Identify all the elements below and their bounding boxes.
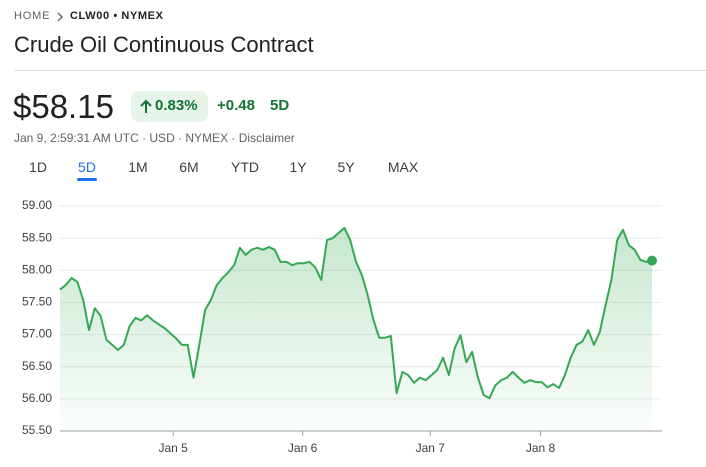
price: $58.15 (13, 88, 114, 125)
page-title: Crude Oil Continuous Contract (14, 32, 314, 57)
y-tick-label: 57.00 (22, 327, 52, 341)
breadcrumb-chevron (57, 12, 63, 22)
price-line (59, 226, 653, 400)
range-tab[interactable]: MAX (387, 159, 419, 175)
chart: 55.50 56.00 56.50 57.00 57.50 58.00 58.50 59.00… (22, 198, 662, 455)
last-point-dot (647, 255, 657, 266)
change-period: 5D (270, 97, 290, 114)
up-arrow-icon (140, 99, 152, 113)
range-tab[interactable]: 1D (29, 159, 47, 175)
y-tick-label: 58.50 (22, 230, 52, 244)
y-tick-label: 58.00 (22, 262, 52, 276)
y-tick-label: 56.50 (22, 359, 52, 373)
area-fill (60, 227, 652, 431)
y-tick-label: 56.00 (22, 391, 52, 405)
divider (14, 70, 706, 71)
breadcrumb-home[interactable]: HOME (14, 10, 51, 22)
y-tick-label: 55.50 (22, 423, 52, 437)
change-percent: 0.83% (155, 97, 198, 114)
x-tick-label: Jan 6 (288, 441, 318, 455)
range-tab[interactable]: YTD (231, 159, 259, 175)
range-tab[interactable]: 1M (128, 159, 148, 175)
breadcrumb-ticker: CLW00 • NYMEX (70, 10, 164, 22)
range-tab[interactable]: 5Y (337, 159, 355, 175)
change-absolute: +0.48 (217, 97, 255, 114)
x-tick-label: Jan 5 (158, 441, 188, 455)
x-tick-label: Jan 8 (526, 441, 556, 455)
range-tab[interactable]: 1Y (289, 159, 307, 175)
range-tab[interactable]: 5D (78, 159, 96, 175)
range-tab[interactable]: 6M (179, 159, 199, 175)
x-tick-label: Jan 7 (416, 441, 446, 455)
selected-tab-underline (77, 178, 97, 181)
change-badge (131, 91, 208, 122)
y-tick-label: 57.50 (22, 295, 52, 309)
quote-meta: Jan 9, 2:59:31 AM UTC · USD · NYMEX · Di… (14, 131, 295, 145)
y-tick-label: 59.00 (22, 198, 52, 212)
